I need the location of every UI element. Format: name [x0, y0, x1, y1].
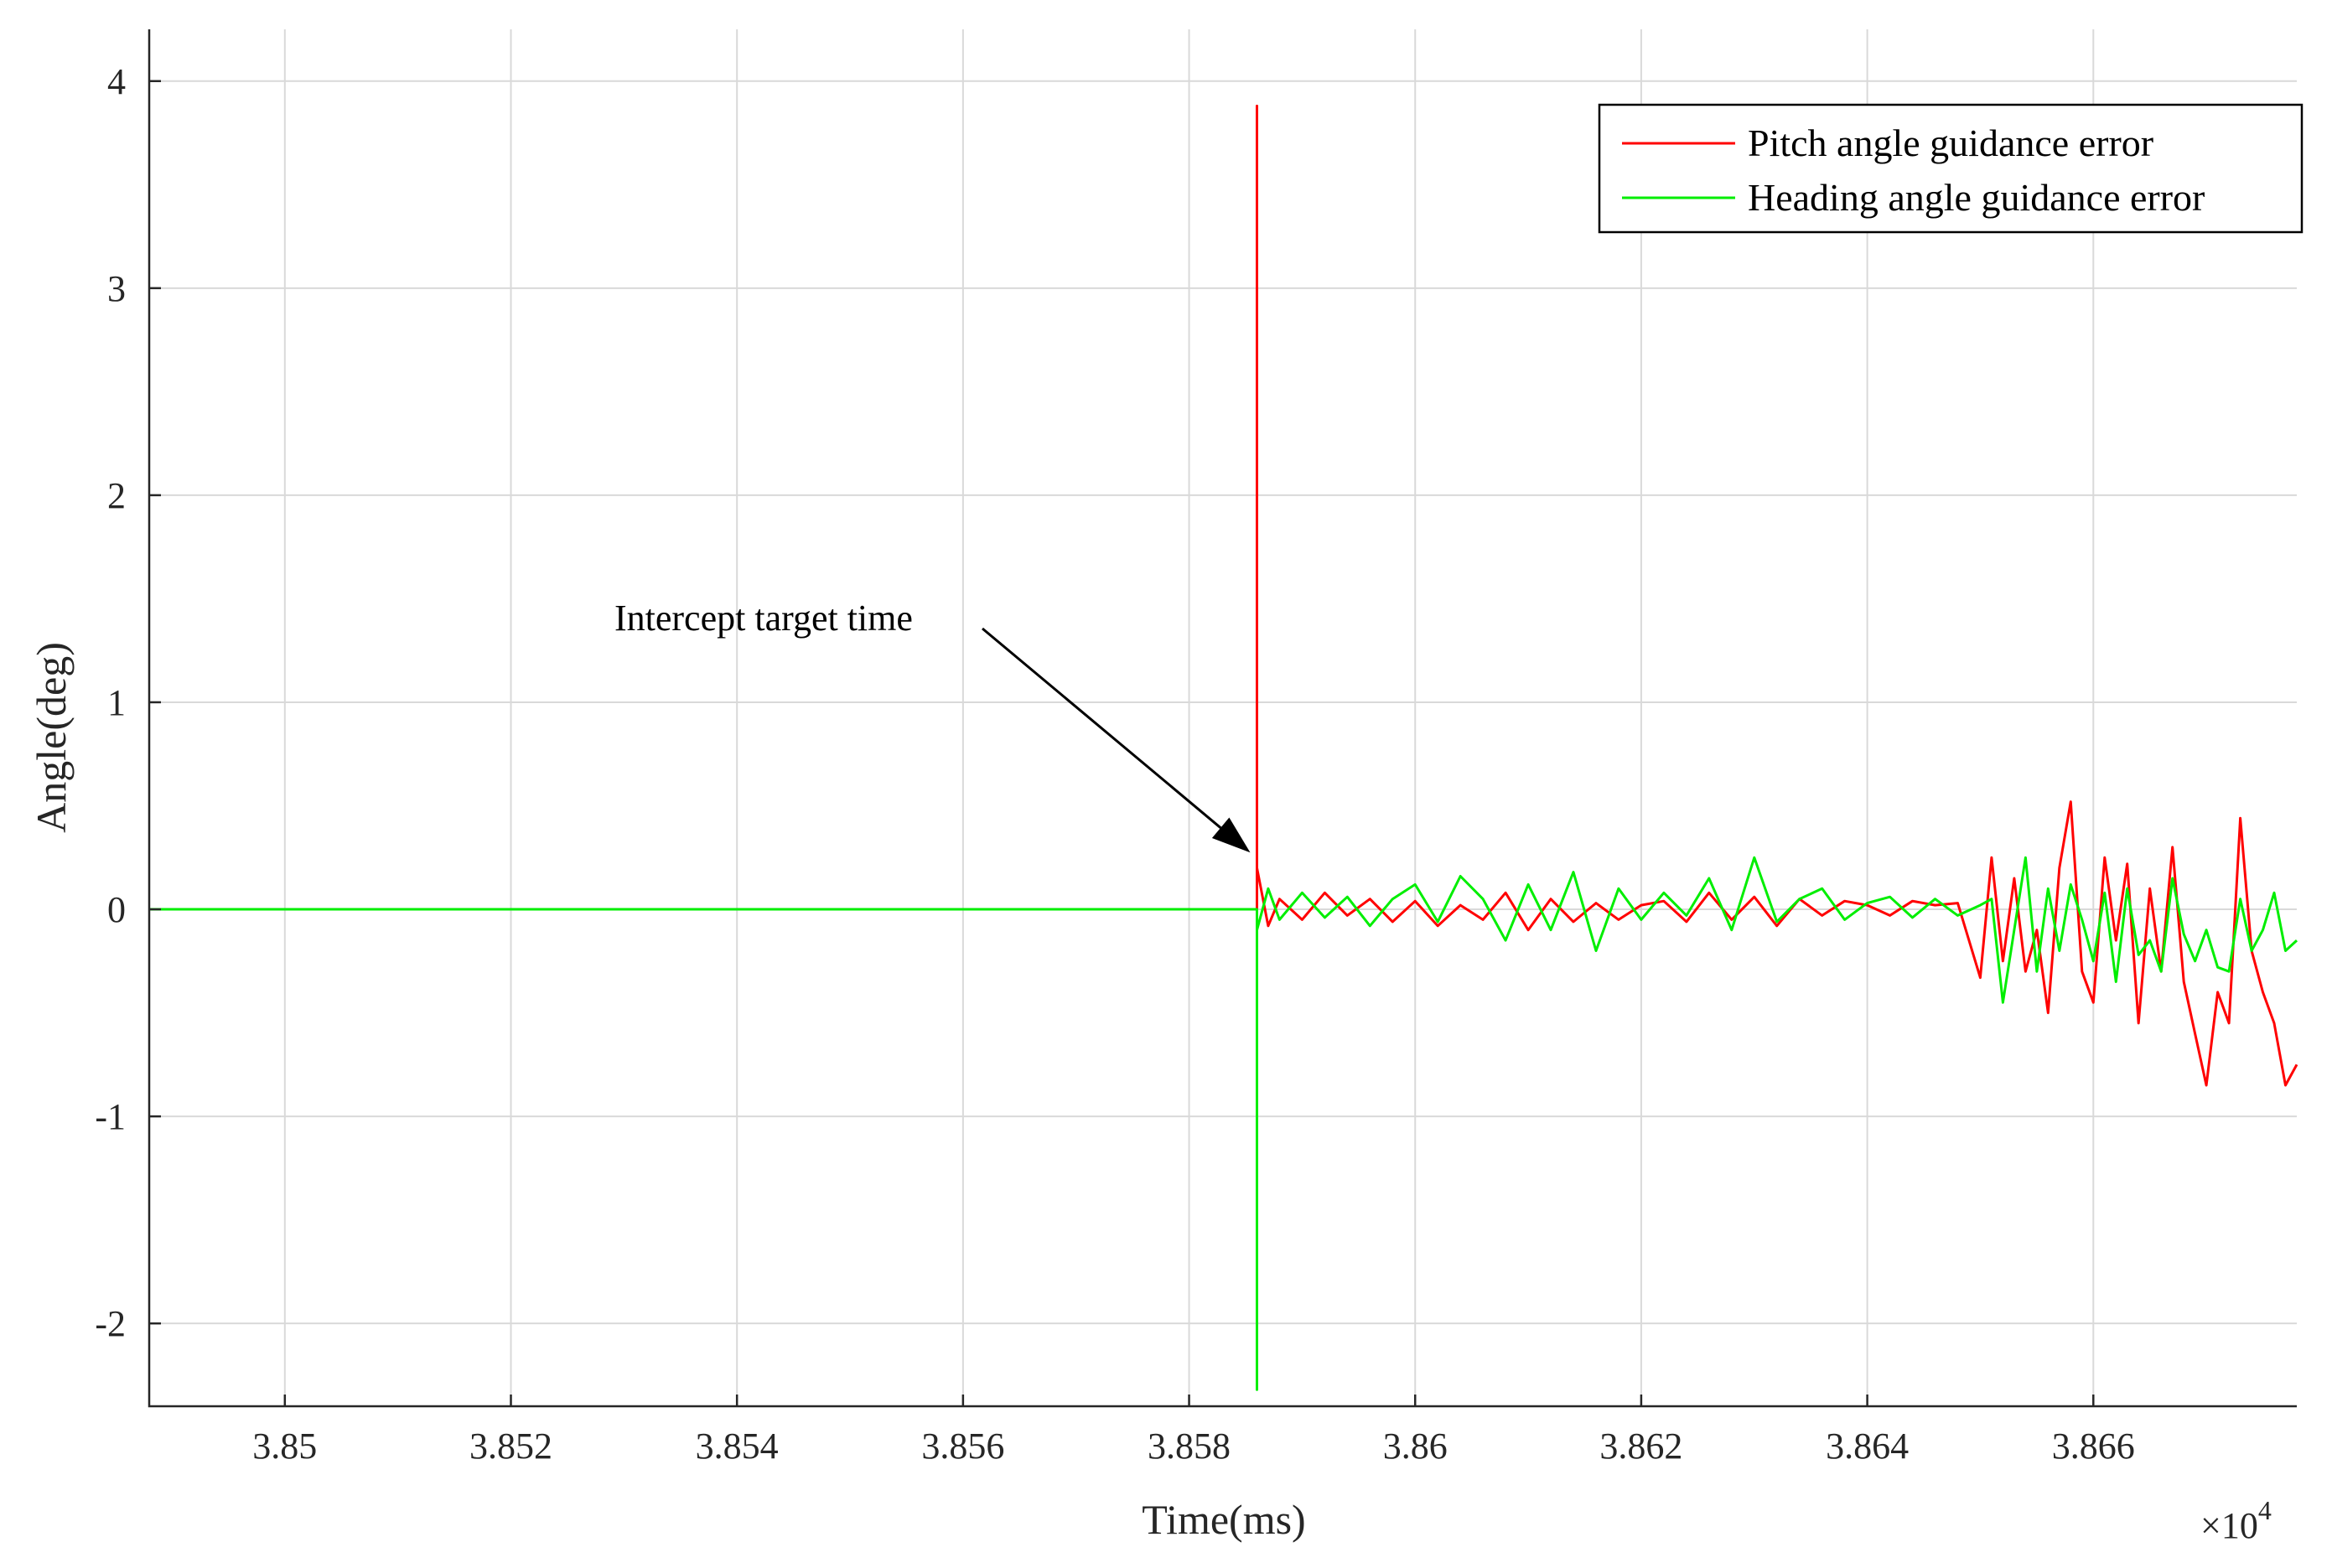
y-axis-label: Angle(deg) — [28, 642, 75, 833]
x-tick-label: 3.852 — [469, 1426, 552, 1467]
grid-layer — [149, 29, 2297, 1406]
x-tick-label: 3.86 — [1383, 1426, 1448, 1467]
series-line-pitch — [149, 104, 2298, 1087]
annotation-arrow-line — [982, 627, 1222, 829]
x-tick-label: 3.864 — [1826, 1426, 1909, 1467]
legend: Pitch angle guidance error Heading angle… — [1598, 103, 2303, 234]
series-layer — [149, 104, 2298, 1391]
x-tick-label: 3.854 — [696, 1426, 779, 1467]
axes-layer — [148, 29, 2297, 1408]
y-tick-label: -2 — [95, 1303, 126, 1344]
x-tick-label: 3.858 — [1148, 1426, 1231, 1467]
legend-label-pitch: Pitch angle guidance error — [1748, 122, 2153, 164]
annotation-arrow-head — [1211, 817, 1251, 853]
x-axis-exponent: ×104 — [2200, 1495, 2272, 1546]
series-line-heading — [149, 856, 2298, 1391]
legend-box — [1598, 103, 2303, 234]
annotation: Intercept target time — [614, 598, 1251, 853]
y-tick-label: 2 — [107, 475, 126, 516]
x-exponent-base: ×10 — [2200, 1505, 2258, 1546]
y-tick-label: 0 — [107, 889, 126, 930]
y-tick-label: -1 — [95, 1096, 126, 1137]
tick-labels: 3.85 3.852 3.854 3.856 3.858 3.86 3.862 3.864 3.… — [95, 61, 2134, 1467]
x-tick-label: 3.866 — [2052, 1426, 2135, 1467]
x-exponent-power: 4 — [2258, 1495, 2272, 1525]
x-axis-label: Time(ms) — [1142, 1496, 1305, 1543]
x-tick-label: 3.85 — [252, 1426, 317, 1467]
x-tick-label: 3.862 — [1599, 1426, 1682, 1467]
x-tick-label: 3.856 — [921, 1426, 1004, 1467]
legend-label-heading: Heading angle guidance error — [1748, 176, 2205, 219]
y-tick-label: 3 — [107, 268, 126, 309]
y-tick-label: 1 — [107, 682, 126, 723]
axes-frame — [148, 29, 2297, 1408]
annotation-text: Intercept target time — [614, 598, 913, 639]
y-tick-label: 4 — [107, 61, 126, 102]
